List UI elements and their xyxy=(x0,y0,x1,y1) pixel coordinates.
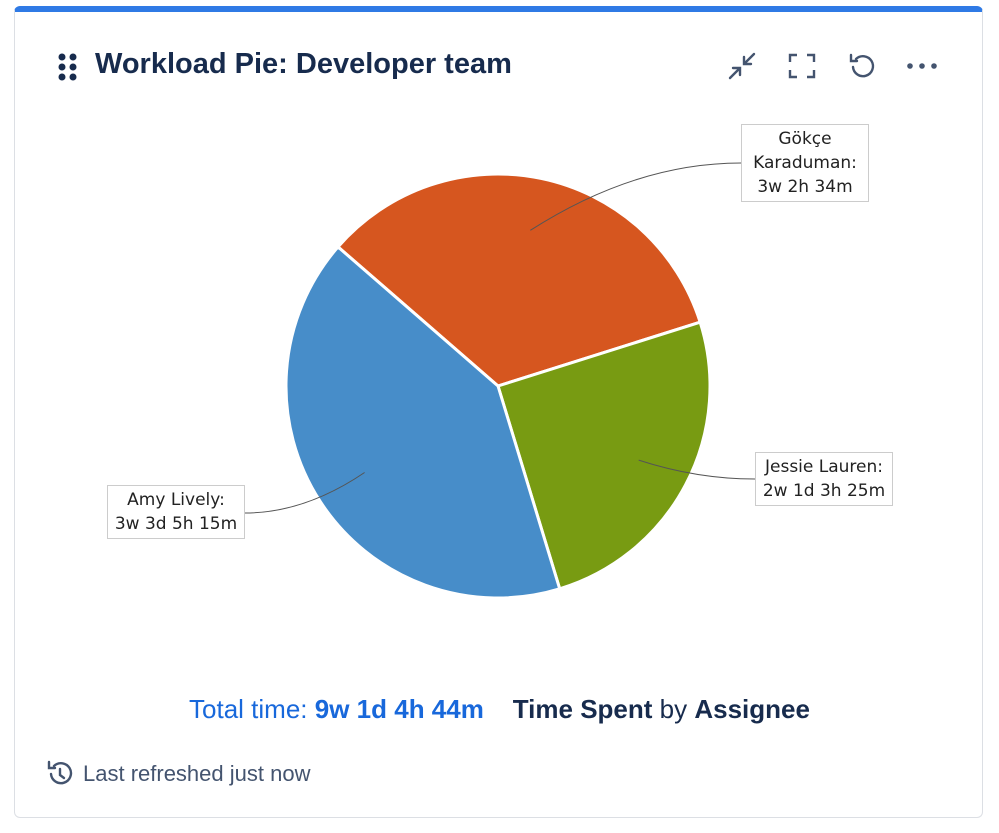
slice-label: Jessie Lauren: 2w 1d 3h 25m xyxy=(755,452,893,506)
slice-value: 3w 2h 34m xyxy=(757,177,853,197)
total-label: Total time: xyxy=(189,694,308,724)
slice-value: 3w 3d 5h 15m xyxy=(114,514,238,534)
slice-name: Jessie Lauren: xyxy=(764,457,883,477)
summary: Total time: 9w 1d 4h 44m Time Spent by A… xyxy=(0,694,999,725)
by-text: by xyxy=(659,694,688,724)
slice-name: Gökçe Karaduman: xyxy=(753,129,857,173)
slice-value: 2w 1d 3h 25m xyxy=(762,481,886,501)
gadget-card xyxy=(14,6,983,818)
slice-label: Gökçe Karaduman: 3w 2h 34m xyxy=(741,124,869,202)
drag-handle[interactable] xyxy=(58,53,77,81)
statistic: Time Spent xyxy=(512,694,653,724)
leader-line xyxy=(244,472,365,514)
group-by: Assignee xyxy=(694,694,810,724)
total-value: 9w 1d 4h 44m xyxy=(314,694,484,724)
slice-name: Amy Lively: xyxy=(127,490,225,510)
fullscreen-icon[interactable] xyxy=(788,53,816,79)
refresh-icon[interactable] xyxy=(849,53,875,78)
slice-label: Amy Lively: 3w 3d 5h 15m xyxy=(107,485,245,539)
last-refreshed-icon xyxy=(47,760,73,785)
minimize-icon[interactable] xyxy=(728,52,756,80)
last-refreshed: Last refreshed just now xyxy=(83,761,311,786)
more-icon[interactable] xyxy=(907,63,937,69)
gadget-title: Workload Pie: Developer team xyxy=(95,48,512,80)
leader-line xyxy=(638,459,756,480)
pie-slice xyxy=(284,244,562,600)
pie-slice xyxy=(335,172,703,388)
leader-line xyxy=(530,162,742,231)
pie-slice xyxy=(496,320,712,591)
